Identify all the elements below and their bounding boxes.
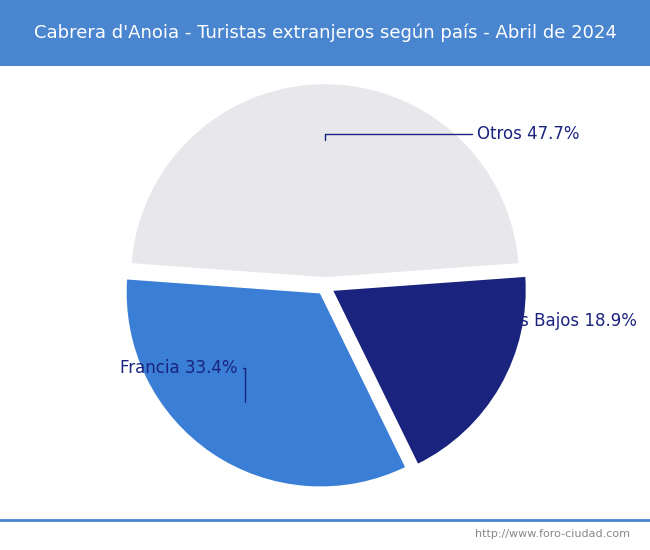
Text: Cabrera d'Anoia - Turistas extranjeros según país - Abril de 2024: Cabrera d'Anoia - Turistas extranjeros s… [34,24,616,42]
Text: Francia 33.4%: Francia 33.4% [120,359,245,402]
Wedge shape [125,278,406,487]
Text: Países Bajos 18.9%: Países Bajos 18.9% [449,312,637,355]
Wedge shape [332,276,526,465]
Text: Otros 47.7%: Otros 47.7% [325,125,580,143]
Text: http://www.foro-ciudad.com: http://www.foro-ciudad.com [476,529,630,539]
Wedge shape [131,83,519,278]
